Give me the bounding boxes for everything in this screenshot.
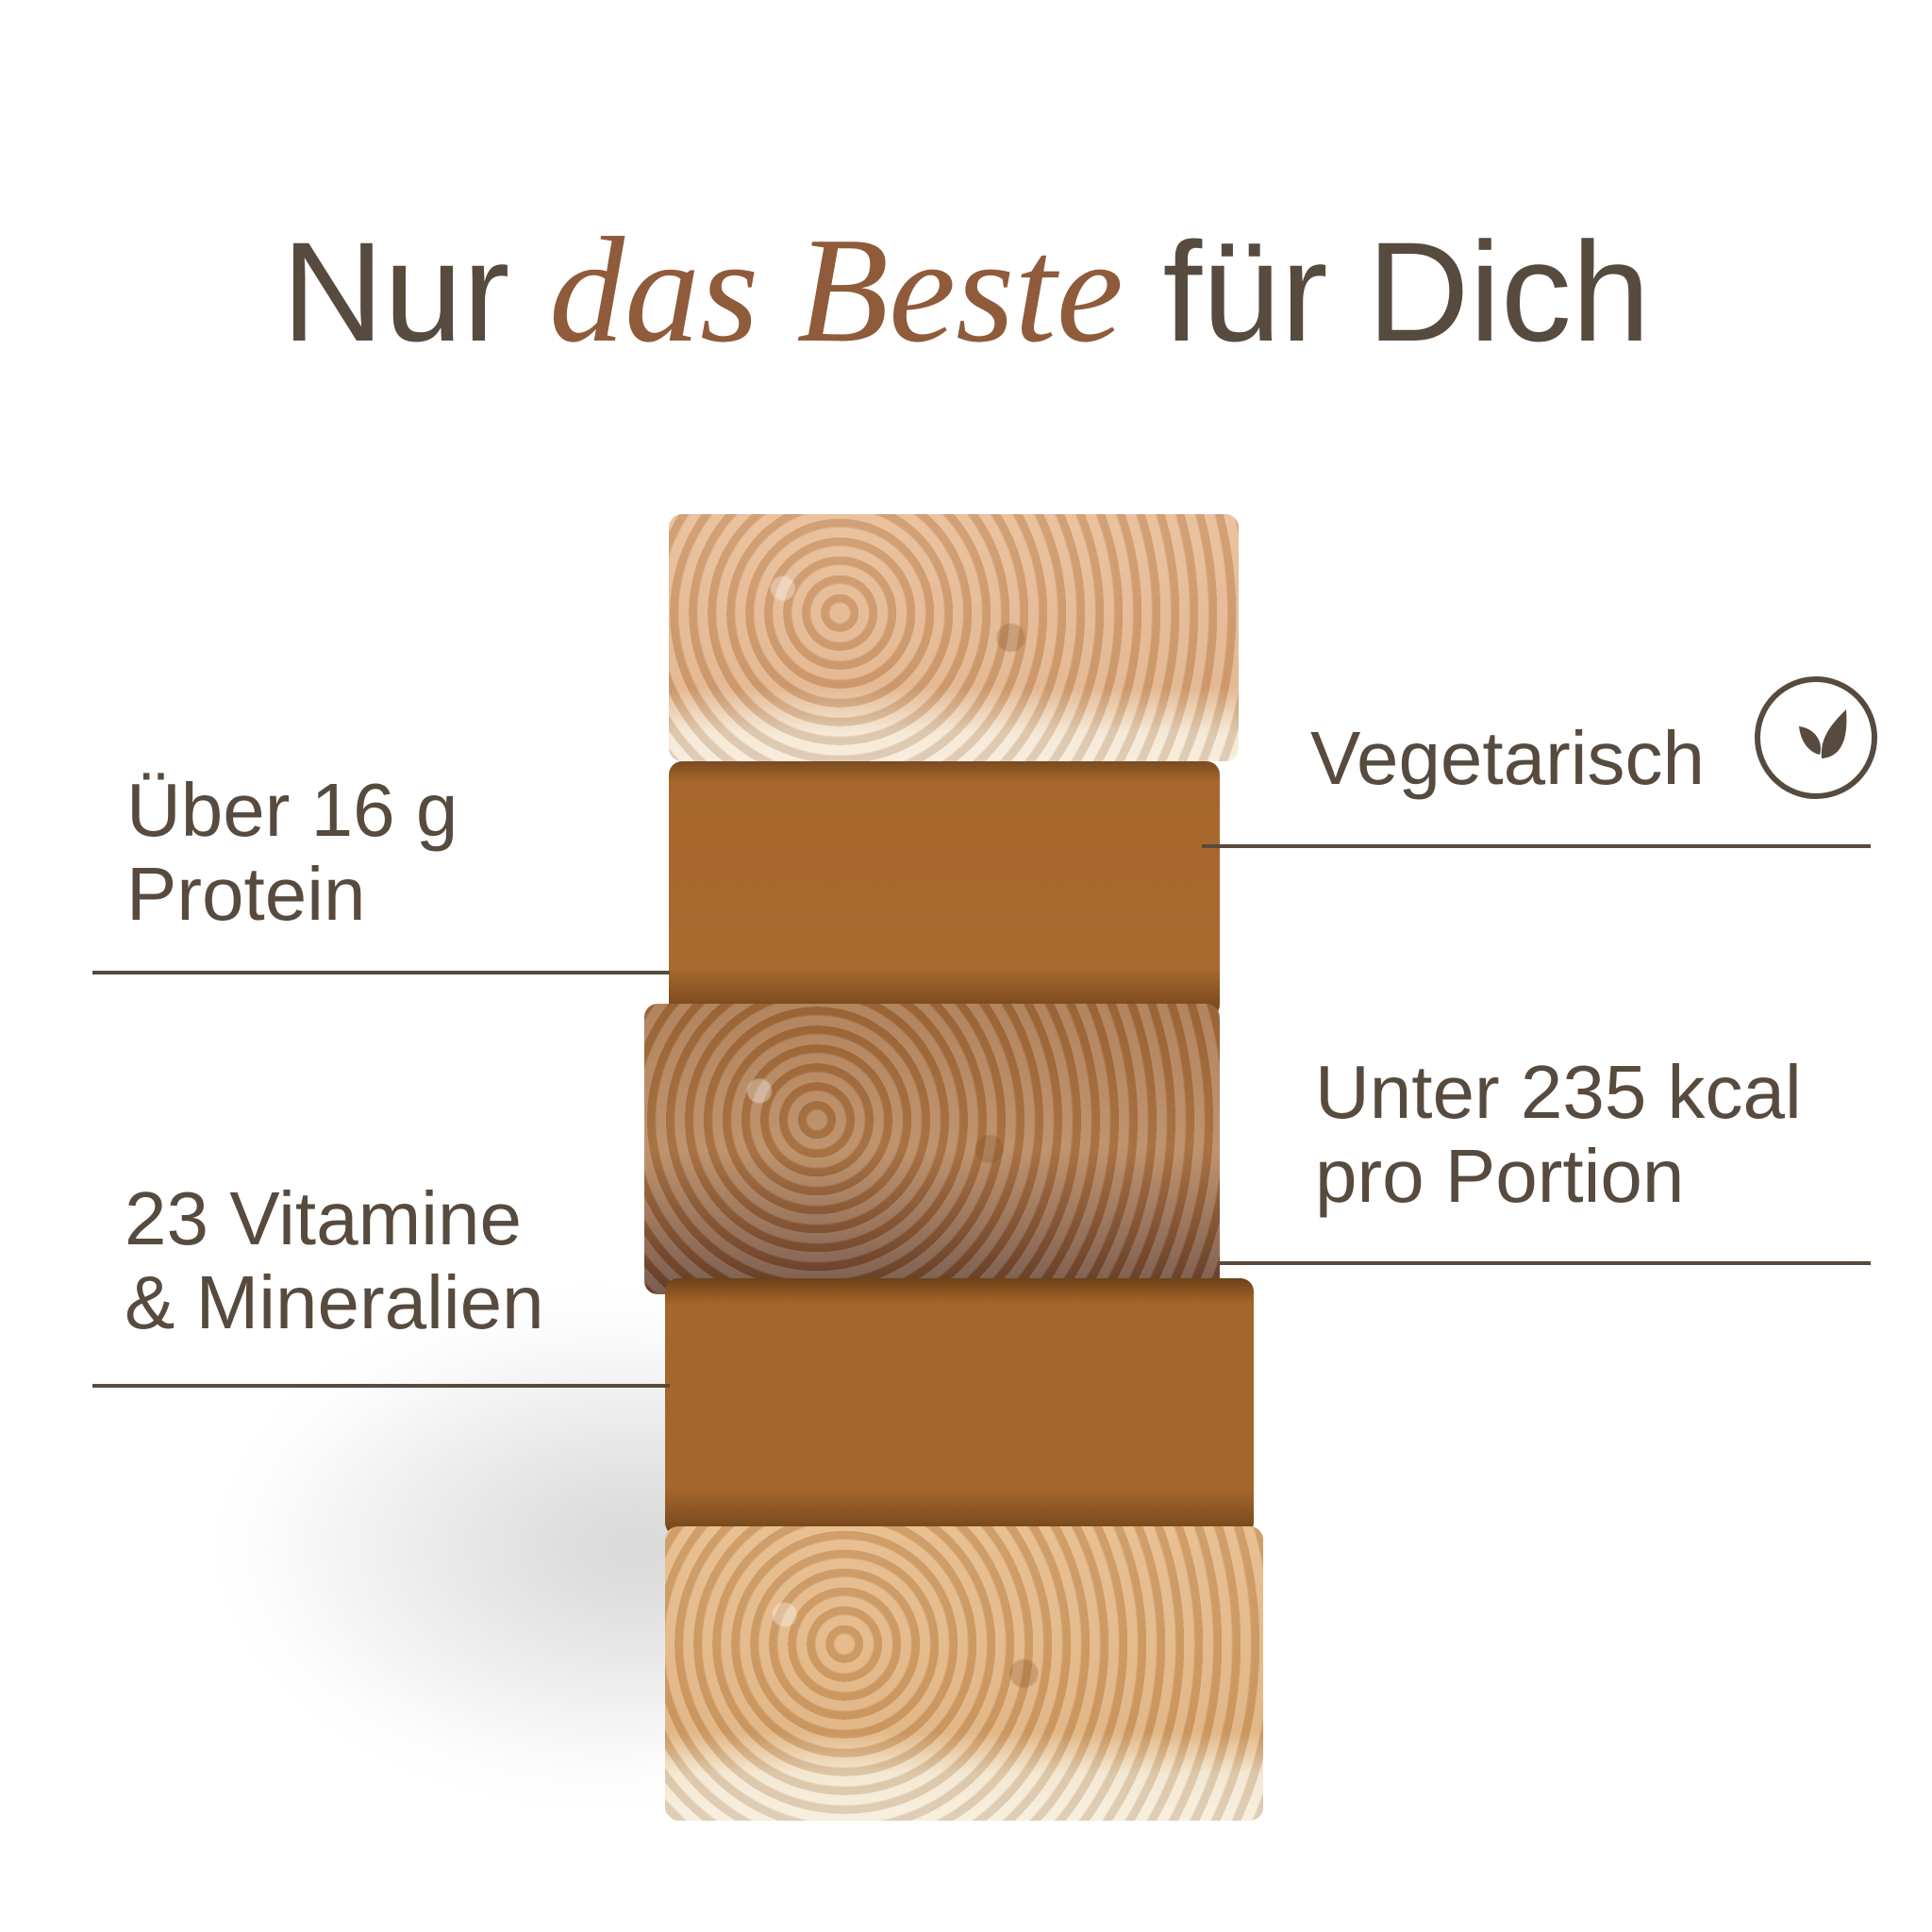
divider-vegetarian xyxy=(1202,844,1871,848)
divider-calories xyxy=(1220,1261,1871,1265)
divider-protein xyxy=(92,971,670,974)
bar-chocolate-coated xyxy=(669,761,1220,1018)
feature-calories-line2: pro Portion xyxy=(1315,1134,1685,1218)
feature-protein: Über 16 g Protein xyxy=(126,768,458,936)
title-pre: Nur xyxy=(281,212,510,371)
bar-crispy-light-top xyxy=(669,514,1239,761)
title-accent: das Beste xyxy=(549,206,1124,374)
leaf-icon xyxy=(1755,676,1877,799)
feature-calories: Unter 235 kcal pro Portion xyxy=(1315,1050,1802,1218)
feature-calories-line1: Unter 235 kcal xyxy=(1315,1050,1802,1134)
feature-vegetarian: Vegetarisch xyxy=(1310,716,1706,800)
feature-protein-line2: Protein xyxy=(126,852,366,936)
feature-protein-line1: Über 16 g xyxy=(126,768,458,852)
feature-vitamins-line1: 23 Vitamine xyxy=(125,1176,523,1260)
bar-crispy-dark xyxy=(644,1004,1220,1294)
bar-chocolate-coated-2 xyxy=(665,1278,1254,1536)
title-post: für Dich xyxy=(1162,212,1651,371)
page-title: Nur das Beste für Dich xyxy=(0,209,1932,372)
feature-vitamins-line2: & Mineralien xyxy=(125,1260,544,1344)
bar-crispy-light-bottom xyxy=(665,1526,1263,1821)
feature-vitamins: 23 Vitamine & Mineralien xyxy=(125,1176,544,1344)
divider-vitamins xyxy=(92,1384,670,1388)
